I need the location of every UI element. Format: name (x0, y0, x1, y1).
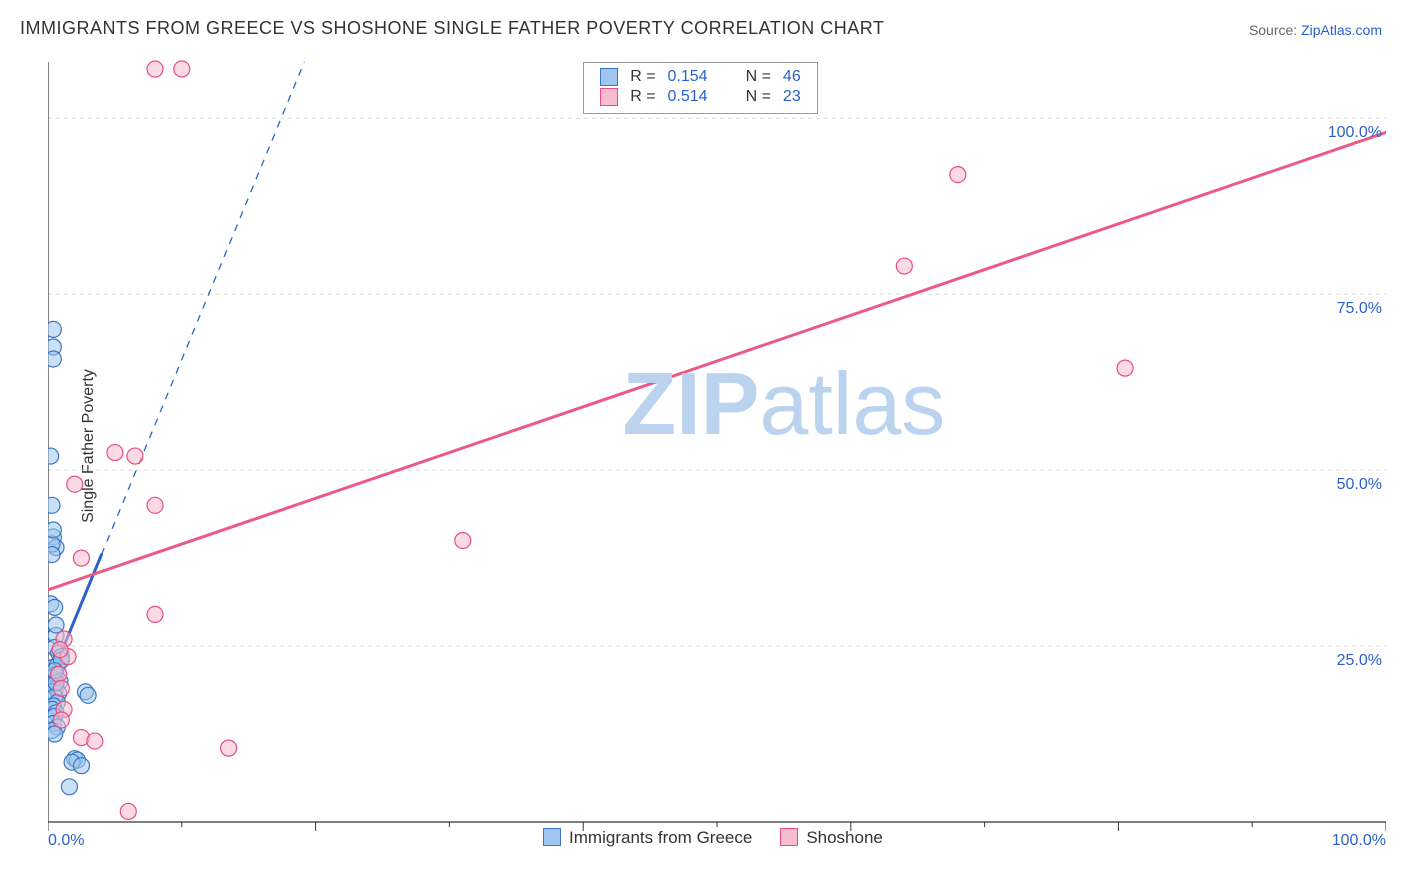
legend-swatch (780, 828, 798, 846)
greece-point (48, 448, 59, 464)
legend-r-label: R = (624, 87, 661, 107)
y-tick-label: 75.0% (1337, 300, 1382, 318)
legend-swatch (600, 68, 618, 86)
shoshone-point (87, 733, 103, 749)
legend-item-label: Immigrants from Greece (569, 828, 752, 847)
greece-trendline-extension (102, 56, 383, 555)
greece-point (48, 497, 60, 513)
correlation-legend: R =0.154 N =46 R =0.514 N =23 (583, 62, 818, 114)
greece-point (73, 758, 89, 774)
shoshone-trendline (48, 132, 1386, 589)
legend-n-label: N = (740, 87, 777, 107)
legend-n-label: N = (740, 67, 777, 87)
source-credit: Source: ZipAtlas.com (1249, 22, 1382, 38)
shoshone-point (455, 533, 471, 549)
greece-point (48, 599, 63, 615)
legend-r-value: 0.514 (662, 87, 714, 107)
greece-point (80, 687, 96, 703)
shoshone-point (53, 712, 69, 728)
greece-point (48, 547, 60, 563)
shoshone-point (73, 550, 89, 566)
legend-swatch (600, 88, 618, 106)
y-tick-label: 100.0% (1328, 124, 1382, 142)
shoshone-point (127, 448, 143, 464)
legend-n-value: 23 (777, 87, 807, 107)
greece-point (48, 321, 61, 337)
shoshone-point (221, 740, 237, 756)
shoshone-point (53, 680, 69, 696)
shoshone-point (51, 666, 67, 682)
legend-r-label: R = (624, 67, 661, 87)
x-tick-label: 100.0% (1332, 832, 1386, 850)
y-tick-label: 50.0% (1337, 476, 1382, 494)
greece-point (48, 351, 61, 367)
shoshone-point (147, 61, 163, 77)
shoshone-point (107, 445, 123, 461)
legend-swatch (543, 828, 561, 846)
legend-row: R =0.514 N =23 (594, 87, 807, 107)
shoshone-point (950, 167, 966, 183)
legend-item: Shoshone (780, 828, 883, 848)
shoshone-point (1117, 360, 1133, 376)
shoshone-point (896, 258, 912, 274)
legend-item-label: Shoshone (806, 828, 883, 847)
chart-title: IMMIGRANTS FROM GREECE VS SHOSHONE SINGL… (20, 18, 884, 39)
y-tick-label: 25.0% (1337, 652, 1382, 670)
source-label: Source: (1249, 22, 1297, 38)
legend-item: Immigrants from Greece (543, 828, 752, 848)
source-link[interactable]: ZipAtlas.com (1301, 22, 1382, 38)
legend-r-value: 0.154 (662, 67, 714, 87)
shoshone-point (67, 476, 83, 492)
shoshone-point (147, 606, 163, 622)
greece-point (48, 617, 64, 633)
shoshone-point (120, 803, 136, 819)
series-legend: Immigrants from Greece Shoshone (543, 828, 883, 848)
shoshone-point (147, 497, 163, 513)
legend-n-value: 46 (777, 67, 807, 87)
plot-area: ZIPatlas R =0.154N =46R =0.514N =23 Immi… (48, 56, 1386, 848)
greece-point (48, 522, 61, 538)
greece-point (61, 779, 77, 795)
shoshone-point (52, 642, 68, 658)
shoshone-point (174, 61, 190, 77)
scatter-plot (48, 56, 1386, 848)
legend-row: R =0.154 N =46 (594, 67, 807, 87)
x-tick-label: 0.0% (48, 832, 84, 850)
